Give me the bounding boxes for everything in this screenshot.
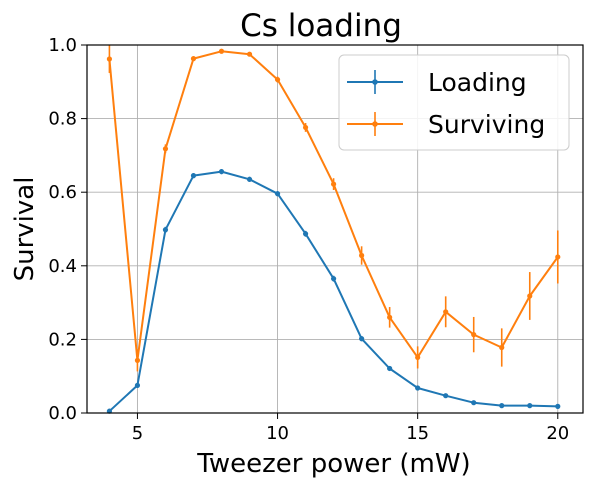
data-point — [330, 276, 337, 282]
data-point — [387, 365, 393, 372]
x-tick-label: 20 — [546, 423, 569, 444]
data-point — [302, 231, 309, 237]
legend-label: Loading — [428, 68, 527, 97]
legend: Loading Surviving — [338, 54, 570, 151]
data-point — [387, 314, 393, 320]
x-tick-label: 15 — [406, 423, 429, 444]
data-point — [274, 76, 281, 83]
legend-label: Surviving — [428, 110, 545, 139]
data-point — [134, 382, 141, 388]
data-point — [443, 393, 449, 399]
data-point — [302, 124, 309, 131]
y-tick-label: 0.4 — [48, 256, 77, 277]
y-tick-label: 0.0 — [48, 403, 77, 424]
ticks: 5 10 15 20 0.0 0.2 0.4 0.6 0.8 1.0 — [48, 35, 569, 444]
data-point — [162, 146, 169, 152]
y-tick-label: 1.0 — [48, 35, 77, 56]
series-line — [108, 170, 558, 412]
y-axis-label: Survival — [10, 177, 40, 282]
data-point — [555, 254, 561, 260]
plot-area-frame — [86, 44, 584, 414]
series-loading — [106, 168, 561, 414]
y-tick-label: 0.2 — [48, 329, 77, 350]
data-point — [330, 181, 337, 187]
data-point — [218, 168, 225, 175]
data-point — [274, 191, 281, 197]
data-point — [415, 385, 421, 391]
data-point — [162, 227, 169, 233]
legend-entry-surviving: Surviving — [347, 110, 545, 139]
data-point — [471, 332, 477, 338]
series-layer — [106, 45, 561, 414]
data-point — [499, 403, 505, 409]
y-tick-label: 0.8 — [48, 109, 77, 130]
data-point — [443, 309, 449, 315]
legend-entry-loading: Loading — [347, 68, 527, 97]
x-tick-label: 5 — [132, 423, 143, 444]
data-point — [527, 293, 533, 299]
data-point — [555, 403, 561, 409]
series-surviving — [106, 45, 561, 372]
data-point — [218, 48, 225, 54]
data-point — [246, 176, 253, 182]
x-tick-label: 10 — [266, 423, 289, 444]
data-point — [499, 344, 505, 351]
data-point — [246, 51, 253, 57]
data-point — [190, 173, 197, 179]
chart-title: Cs loading — [240, 8, 402, 44]
data-point — [134, 357, 141, 363]
legend-box — [338, 54, 570, 151]
legend-marker — [372, 121, 378, 127]
data-point — [359, 252, 365, 259]
data-point — [527, 403, 533, 409]
data-point — [471, 400, 477, 406]
data-point — [106, 56, 113, 62]
data-point — [359, 336, 365, 342]
data-point — [415, 354, 421, 361]
x-axis-label: Tweezer power (mW) — [196, 449, 470, 479]
y-tick-label: 0.6 — [48, 182, 77, 203]
data-point — [190, 56, 197, 62]
legend-marker — [372, 79, 378, 85]
